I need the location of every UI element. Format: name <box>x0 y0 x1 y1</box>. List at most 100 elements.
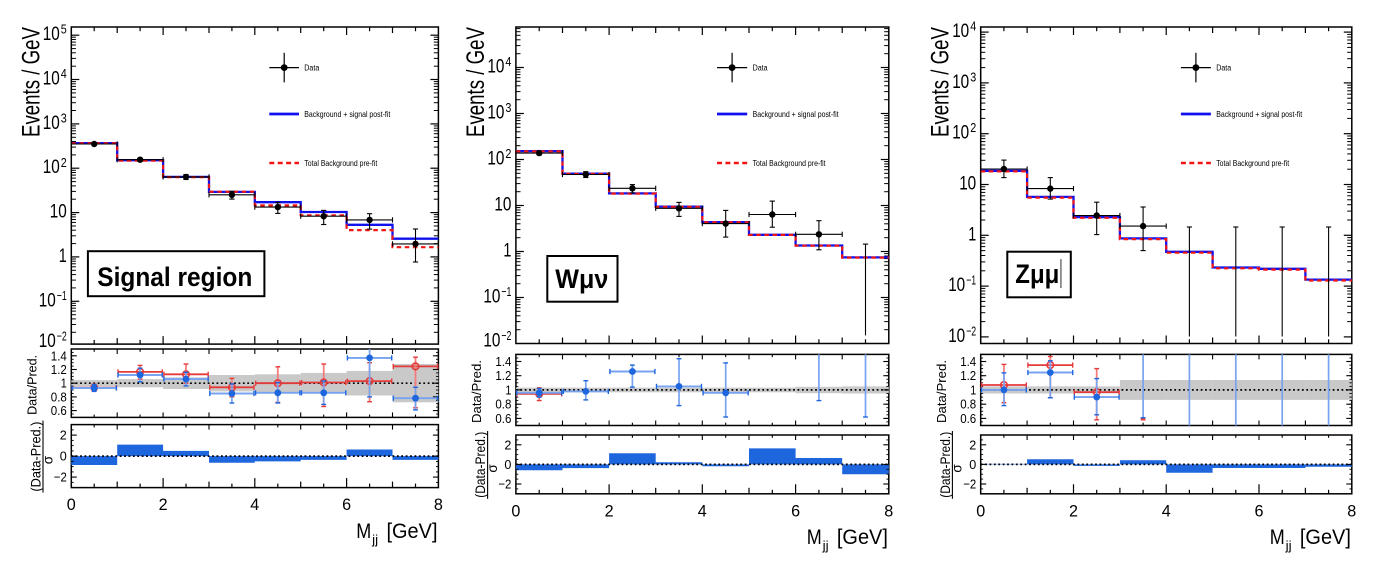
svg-text:10: 10 <box>483 331 500 352</box>
svg-text:Wμν: Wμν <box>555 264 608 294</box>
svg-text:(Data-Pred.): (Data-Pred.) <box>473 432 488 498</box>
svg-text:Total Background pre-fit: Total Background pre-fit <box>304 159 378 168</box>
svg-text:0.6: 0.6 <box>51 403 67 418</box>
svg-text:Data/Pred.: Data/Pred. <box>935 360 949 423</box>
svg-text:10: 10 <box>43 113 60 134</box>
svg-text:M: M <box>1270 525 1285 549</box>
svg-text:−2: −2 <box>963 477 976 492</box>
svg-text:−2: −2 <box>498 477 511 492</box>
svg-text:4: 4 <box>250 495 259 514</box>
svg-text:10: 10 <box>43 157 60 178</box>
svg-text:Events / GeV: Events / GeV <box>927 27 955 137</box>
svg-text:Signal region: Signal region <box>97 262 252 292</box>
svg-text:(Data-Pred.): (Data-Pred.) <box>938 432 953 498</box>
svg-text:10: 10 <box>487 103 504 124</box>
svg-text:10: 10 <box>952 72 969 93</box>
svg-text:10: 10 <box>39 331 56 352</box>
svg-text:1: 1 <box>968 224 976 245</box>
svg-text:0: 0 <box>60 449 67 464</box>
svg-text:Background + signal post-fit: Background + signal post-fit <box>304 110 391 119</box>
svg-text:σ: σ <box>485 464 500 473</box>
svg-text:1: 1 <box>503 241 511 262</box>
svg-text:4: 4 <box>698 502 707 521</box>
svg-text:10: 10 <box>959 174 976 195</box>
svg-text:10: 10 <box>948 326 965 347</box>
svg-text:5: 5 <box>61 22 67 37</box>
svg-text:M: M <box>356 519 371 543</box>
svg-text:σ: σ <box>950 464 965 473</box>
svg-text:Data/Pred.: Data/Pred. <box>470 360 484 423</box>
svg-text:10: 10 <box>43 24 60 45</box>
svg-text:Events / GeV: Events / GeV <box>462 27 490 137</box>
svg-text:jj: jj <box>822 539 829 553</box>
svg-text:8: 8 <box>1347 502 1356 521</box>
svg-text:2: 2 <box>969 437 976 452</box>
svg-text:6: 6 <box>1255 502 1264 521</box>
svg-text:Zμμ: Zμμ <box>1015 259 1059 289</box>
svg-text:1.4: 1.4 <box>960 354 976 369</box>
svg-text:Total Background pre-fit: Total Background pre-fit <box>1216 159 1290 168</box>
svg-text:Background + signal post-fit: Background + signal post-fit <box>1216 110 1303 119</box>
svg-text:0.6: 0.6 <box>960 411 976 426</box>
svg-text:3: 3 <box>970 69 976 84</box>
svg-text:[GeV]: [GeV] <box>1300 525 1351 549</box>
svg-text:2: 2 <box>970 120 976 135</box>
svg-text:1: 1 <box>970 382 976 397</box>
svg-text:8: 8 <box>884 502 893 521</box>
svg-text:[GeV]: [GeV] <box>387 519 438 543</box>
svg-text:Data: Data <box>1216 63 1231 72</box>
svg-text:1: 1 <box>59 246 67 267</box>
svg-text:10: 10 <box>39 290 56 311</box>
svg-text:(Data-Pred.): (Data-Pred.) <box>29 422 44 492</box>
svg-text:0.8: 0.8 <box>960 397 976 412</box>
svg-text:10: 10 <box>952 123 969 144</box>
svg-text:1.2: 1.2 <box>51 362 67 377</box>
svg-text:10: 10 <box>487 57 504 78</box>
svg-text:−1: −1 <box>57 288 67 303</box>
svg-text:jj: jj <box>1285 539 1292 553</box>
svg-text:1.4: 1.4 <box>495 354 511 369</box>
svg-text:0: 0 <box>67 495 76 514</box>
svg-text:0: 0 <box>976 502 985 521</box>
svg-text:2: 2 <box>159 495 168 514</box>
svg-text:1: 1 <box>505 382 511 397</box>
svg-text:4: 4 <box>61 66 67 81</box>
svg-text:Data: Data <box>304 63 319 72</box>
svg-text:6: 6 <box>791 502 800 521</box>
svg-text:0.6: 0.6 <box>495 411 511 426</box>
svg-text:4: 4 <box>970 19 976 34</box>
svg-text:4: 4 <box>1162 502 1171 521</box>
svg-text:3: 3 <box>505 100 511 115</box>
svg-text:3: 3 <box>61 110 67 125</box>
svg-text:0.8: 0.8 <box>51 389 67 404</box>
svg-text:6: 6 <box>342 495 351 514</box>
svg-text:−2: −2 <box>54 470 67 485</box>
svg-text:2: 2 <box>505 146 511 161</box>
svg-text:−1: −1 <box>966 273 976 288</box>
svg-text:−2: −2 <box>57 329 67 344</box>
svg-text:1: 1 <box>61 376 67 391</box>
svg-text:[GeV]: [GeV] <box>837 525 888 549</box>
svg-text:1.2: 1.2 <box>495 368 511 383</box>
svg-text:σ: σ <box>40 455 55 464</box>
svg-text:10: 10 <box>494 195 511 216</box>
svg-text:8: 8 <box>434 495 443 514</box>
svg-text:4: 4 <box>505 54 511 69</box>
svg-text:2: 2 <box>60 428 67 443</box>
svg-text:2: 2 <box>1069 502 1078 521</box>
svg-text:Data/Pred.: Data/Pred. <box>26 355 40 415</box>
svg-text:−1: −1 <box>501 284 511 299</box>
svg-text:0.8: 0.8 <box>495 397 511 412</box>
svg-text:2: 2 <box>605 502 614 521</box>
svg-text:Total Background pre-fit: Total Background pre-fit <box>753 159 827 168</box>
svg-text:0: 0 <box>969 457 976 472</box>
svg-text:1.2: 1.2 <box>960 368 976 383</box>
svg-text:−2: −2 <box>501 328 511 343</box>
svg-text:M: M <box>807 525 822 549</box>
svg-text:2: 2 <box>61 155 67 170</box>
svg-text:2: 2 <box>504 437 511 452</box>
svg-text:0: 0 <box>511 502 520 521</box>
svg-text:Events / GeV: Events / GeV <box>17 27 45 137</box>
svg-text:−2: −2 <box>966 323 976 338</box>
svg-text:0: 0 <box>504 457 511 472</box>
